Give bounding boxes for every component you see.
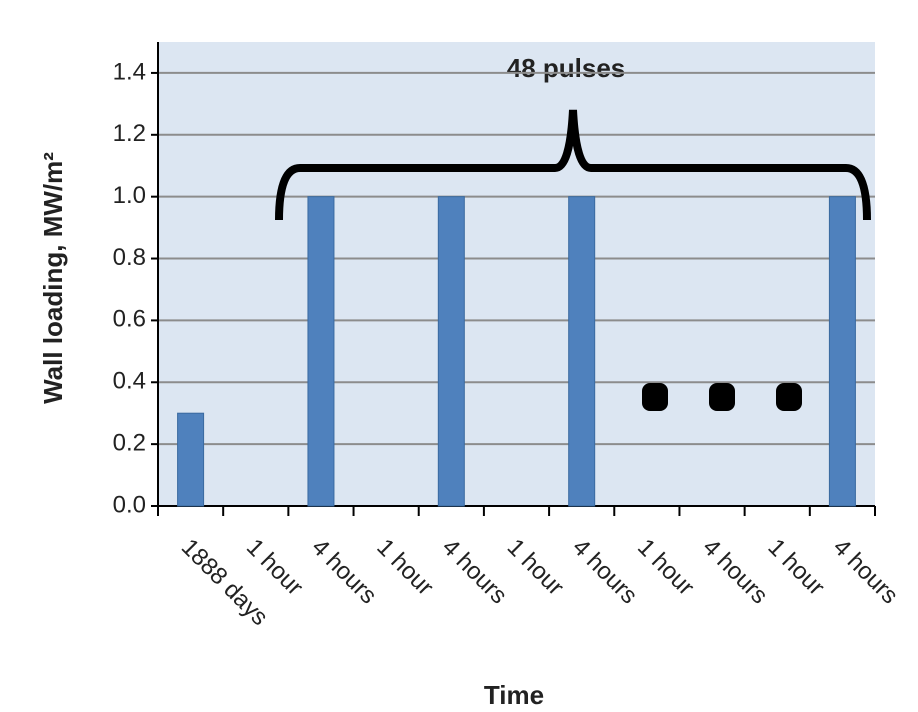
x-tick-label: 1 hour bbox=[632, 534, 699, 601]
y-tick-label: 1.0 bbox=[113, 182, 146, 209]
x-tick-label: 4 hours bbox=[437, 534, 513, 610]
x-tick-label: 1 hour bbox=[502, 534, 569, 601]
y-tick-label: 1.2 bbox=[113, 120, 146, 147]
x-tick-label: 4 hours bbox=[828, 534, 904, 610]
x-tick-label: 4 hours bbox=[567, 534, 643, 610]
x-tick-label: 1 hour bbox=[762, 534, 829, 601]
ellipsis-dot bbox=[776, 383, 802, 411]
x-tick-label: 4 hours bbox=[697, 534, 773, 610]
ellipsis-dot bbox=[709, 383, 735, 411]
bar bbox=[307, 196, 335, 507]
x-tick-label: 1 hour bbox=[371, 534, 438, 601]
bar bbox=[177, 412, 205, 507]
bar bbox=[437, 196, 465, 507]
y-tick-label: 0.0 bbox=[113, 491, 146, 518]
y-tick-label: 0.4 bbox=[113, 368, 146, 395]
y-axis-title: Wall loading, MW/m² bbox=[38, 152, 68, 404]
bar bbox=[568, 196, 596, 507]
x-tick-label: 4 hours bbox=[306, 534, 382, 610]
y-tick-label: 0.8 bbox=[113, 244, 146, 271]
chart-title: 48 pulses bbox=[507, 53, 626, 83]
brace bbox=[275, 109, 871, 221]
bar bbox=[828, 196, 856, 507]
y-tick-label: 0.6 bbox=[113, 306, 146, 333]
marks bbox=[177, 196, 856, 507]
plot-area bbox=[158, 42, 875, 506]
y-tick-label: 0.2 bbox=[113, 429, 146, 456]
y-tick-label: 1.4 bbox=[113, 58, 146, 85]
ellipsis-dot bbox=[642, 383, 668, 411]
x-axis-title: Time bbox=[484, 680, 544, 710]
